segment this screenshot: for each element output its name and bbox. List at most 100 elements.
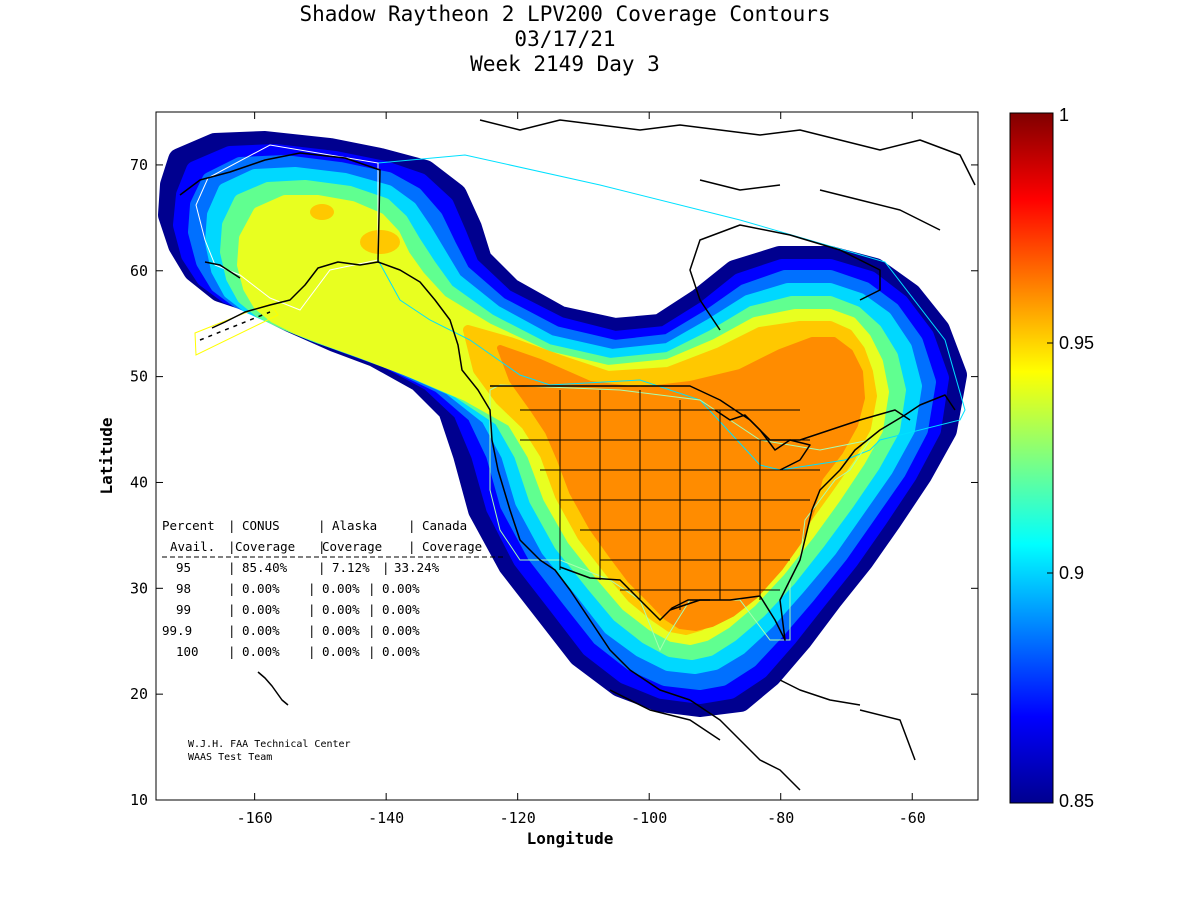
stats-table: Percent | CONUS | Alaska | Canada Avail.… xyxy=(162,518,505,659)
stats-cell-alaska: 7.12% xyxy=(332,560,370,575)
stats-cell-sep: | xyxy=(382,560,390,575)
x-tick-label: -160 xyxy=(237,809,273,827)
stats-header-sep-2: | xyxy=(318,518,326,533)
stats-cell-canada: 0.00% xyxy=(382,602,420,617)
us-state-grid xyxy=(520,390,820,610)
hawaii xyxy=(257,671,289,706)
stats-cell-sep: | xyxy=(228,581,236,596)
coverage-contours xyxy=(158,131,967,717)
stats-row: 99.9 | 0.00% | 0.00% | 0.00% xyxy=(162,623,420,638)
y-tick-label: 30 xyxy=(130,579,148,597)
stats-header-coverage-alaska: Coverage xyxy=(322,539,382,554)
stats-header-coverage-canada: Coverage xyxy=(422,539,482,554)
stats-cell-sep: | xyxy=(228,623,236,638)
map-title: Shadow Raytheon 2 LPV200 Coverage Contou… xyxy=(299,2,831,26)
stats-cell-alaska: 0.00% xyxy=(322,623,360,638)
stats-cell-conus: 0.00% xyxy=(242,644,280,659)
us-mexico-border xyxy=(559,566,710,621)
stats-cell-sep: | xyxy=(308,623,316,638)
colorbar xyxy=(1010,113,1053,803)
alaska-coast xyxy=(179,152,381,329)
y-tick-label: 10 xyxy=(130,791,148,809)
stats-cell-sep: | xyxy=(228,560,236,575)
stats-cell-alaska: 0.00% xyxy=(322,602,360,617)
stats-cell-avail: 99 xyxy=(176,602,191,617)
axis-ticks: -160 -140 -120 -100 -80 -60 10 20 30 40 50 60 70 xyxy=(130,112,978,827)
stats-cell-canada: 33.24% xyxy=(394,560,440,575)
credit-team: WAAS Test Team xyxy=(188,752,272,763)
stats-cell-sep: | xyxy=(368,581,376,596)
colorbar-tick-label: 1 xyxy=(1059,105,1069,125)
stats-cell-sep: | xyxy=(308,602,316,617)
stats-header-sep-1: | xyxy=(228,518,236,533)
stats-cell-alaska: 0.00% xyxy=(322,644,360,659)
stats-cell-sep: | xyxy=(368,644,376,659)
stats-cell-sep: | xyxy=(318,560,326,575)
stats-header-percent: Percent xyxy=(162,518,215,533)
arctic-archipelago xyxy=(479,119,976,231)
stats-header-row-1: Percent | CONUS | Alaska | Canada xyxy=(162,518,467,533)
great-lakes xyxy=(714,409,811,471)
x-tick-label: -60 xyxy=(899,809,926,827)
stats-row: 98 | 0.00% | 0.00% | 0.00% xyxy=(176,581,420,596)
stats-cell-sep: | xyxy=(368,602,376,617)
coastlines xyxy=(179,119,976,791)
colorbar-tick-label: 0.9 xyxy=(1059,563,1084,583)
x-tick-label: -80 xyxy=(767,809,794,827)
stats-row: 99 | 0.00% | 0.00% | 0.00% xyxy=(176,602,420,617)
aleutian-islands xyxy=(199,311,271,341)
stats-row: 95 | 85.40% | 7.12% | 33.24% xyxy=(176,560,440,575)
colorbar-tick-label: 0.95 xyxy=(1059,333,1094,353)
stats-cell-sep: | xyxy=(308,644,316,659)
stats-header-avail: Avail. xyxy=(170,539,215,554)
map-date: 03/17/21 xyxy=(514,27,616,51)
stats-cell-conus: 0.00% xyxy=(242,623,280,638)
stats-header-coverage-conus: Coverage xyxy=(235,539,295,554)
stats-cell-sep: | xyxy=(228,602,236,617)
stats-header-sep-5: | xyxy=(318,539,326,554)
contour-blob-alaska-west xyxy=(310,204,334,220)
hudson-bay-coast xyxy=(689,224,881,331)
credit-center: W.J.H. FAA Technical Center xyxy=(188,739,351,750)
stats-cell-avail: 95 xyxy=(176,560,191,575)
stats-header-sep-3: | xyxy=(408,518,416,533)
stats-header-row-2: Avail. | Coverage | Coverage | Coverage xyxy=(170,539,482,554)
pacific-northwest-coast xyxy=(377,261,691,701)
contour-blob-alaska-east xyxy=(360,230,400,254)
contour-band-097 xyxy=(497,337,865,631)
colorbar-tick-label: 0.85 xyxy=(1059,791,1094,811)
stats-cell-alaska: 0.00% xyxy=(322,581,360,596)
stats-cell-conus: 85.40% xyxy=(242,560,288,575)
stats-header-sep-4: | xyxy=(228,539,236,554)
stats-header-conus: CONUS xyxy=(242,518,280,533)
caribbean xyxy=(779,679,916,761)
stats-cell-canada: 0.00% xyxy=(382,623,420,638)
colorbar-ticks: 1 0.95 0.9 0.85 xyxy=(1047,105,1094,811)
x-tick-label: -140 xyxy=(368,809,404,827)
stats-cell-avail: 99.9 xyxy=(162,623,192,638)
stats-header-canada: Canada xyxy=(422,518,467,533)
y-axis-label: Latitude xyxy=(97,417,116,494)
x-tick-label: -100 xyxy=(631,809,667,827)
stats-header-sep-6: | xyxy=(408,539,416,554)
central-america xyxy=(609,689,801,791)
stats-header-alaska: Alaska xyxy=(332,518,377,533)
stats-cell-sep: | xyxy=(368,623,376,638)
conus-service-volume xyxy=(489,384,872,652)
stats-cell-canada: 0.00% xyxy=(382,581,420,596)
stats-cell-sep: | xyxy=(228,644,236,659)
stats-cell-sep: | xyxy=(308,581,316,596)
x-axis-label: Longitude xyxy=(527,829,614,848)
stats-cell-conus: 0.00% xyxy=(242,602,280,617)
stats-cell-avail: 100 xyxy=(176,644,199,659)
alaska-service-volume xyxy=(195,144,379,311)
stats-cell-canada: 0.00% xyxy=(382,644,420,659)
y-tick-label: 50 xyxy=(130,368,148,386)
plot-frame xyxy=(155,111,979,801)
y-tick-label: 70 xyxy=(130,156,148,174)
x-tick-label: -120 xyxy=(500,809,536,827)
y-tick-label: 20 xyxy=(130,685,148,703)
aleutian-service-volume xyxy=(194,302,279,356)
colorbar-frame xyxy=(1009,112,1054,804)
